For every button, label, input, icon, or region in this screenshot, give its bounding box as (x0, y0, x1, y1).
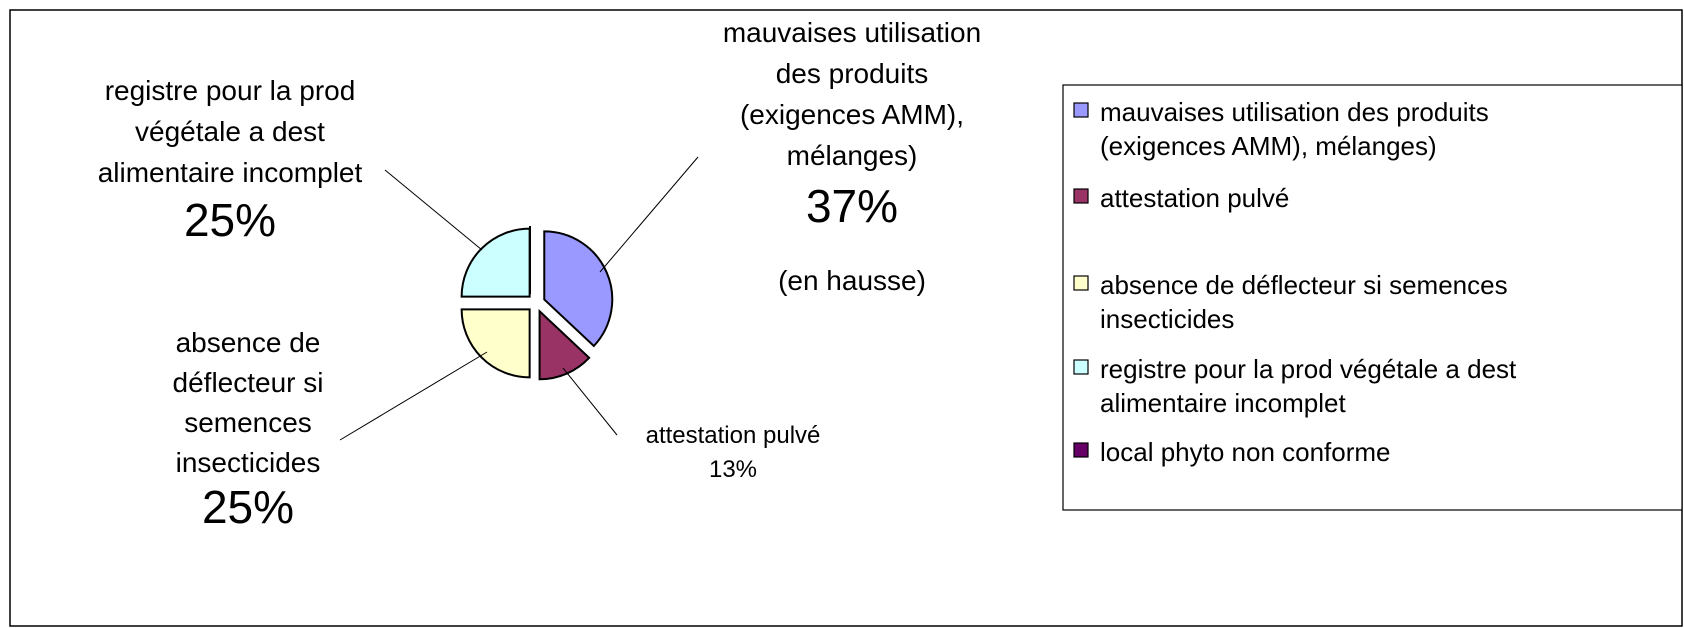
slice-value-label: 25% (184, 194, 276, 246)
slice-value-label: 13% (709, 456, 757, 483)
slice-value-label: 25% (202, 481, 294, 533)
legend-swatch (1073, 359, 1089, 375)
legend-label: mauvaises utilisation des produits (exige… (1100, 97, 1489, 161)
legend-label: local phyto non conforme (1100, 437, 1391, 467)
slice-label: registre pour la prod végétale a dest alim… (98, 75, 363, 188)
legend-label: registre pour la prod végétale a dest ali… (1100, 354, 1517, 418)
legend-swatch (1073, 442, 1089, 458)
slice-label: absence de déflecteur si semences insectici… (173, 327, 324, 478)
leader-line (562, 367, 618, 436)
pie-slice (538, 308, 591, 381)
leader-line (339, 351, 488, 441)
legend-swatch (1073, 102, 1089, 118)
legend-box (1062, 84, 1683, 511)
pie-slice (543, 230, 614, 348)
legend-label: attestation pulvé (1100, 183, 1289, 213)
pie-slice (460, 308, 531, 379)
legend-label: absence de déflecteur si semences insecti… (1100, 270, 1508, 334)
leader-line (384, 169, 483, 251)
legend-swatch (1073, 275, 1089, 291)
slice-label: mauvaises utilisation des produits (exigen… (723, 17, 981, 171)
slice-value-label: 37% (806, 180, 898, 232)
pie-slice (460, 227, 531, 298)
legend-swatch (1073, 188, 1089, 204)
slice-label: attestation pulvé (646, 422, 821, 449)
annotation: (en hausse) (778, 265, 926, 296)
leader-line (599, 156, 699, 273)
